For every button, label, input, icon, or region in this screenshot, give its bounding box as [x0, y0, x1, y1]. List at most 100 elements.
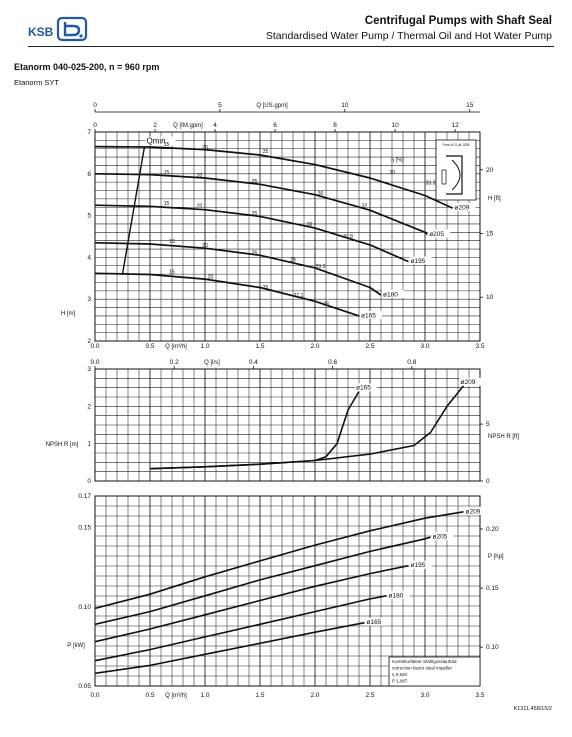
power-curve — [94, 511, 464, 610]
efficiency-mark: 30 — [389, 170, 395, 176]
x-tick-label: 1.5 — [255, 692, 264, 699]
us-gpm-tick-label: 15 — [466, 102, 474, 109]
x-tick-label: 0.5 — [145, 343, 154, 350]
x-tick-label: 3.5 — [475, 343, 484, 350]
head-curve-label: ø195 — [411, 258, 426, 265]
npsh-frame — [94, 368, 481, 482]
efficiency-mark: 20 — [197, 204, 203, 210]
x-tick-label: 2.0 — [310, 343, 319, 350]
ft-tick-label: 15 — [486, 230, 494, 237]
power-curve — [94, 564, 409, 643]
ls-tick-label: 0.2 — [170, 359, 179, 366]
power-curve — [94, 595, 387, 662]
curve-label-bg — [387, 590, 410, 599]
y-tick-label: 2 — [87, 403, 91, 410]
us-gpm-tick-label: 5 — [218, 102, 222, 109]
curve-label-bg — [428, 229, 451, 238]
efficiency-mark: 15 — [164, 201, 170, 207]
y-tick-label: 7 — [87, 129, 91, 136]
ls-tick-label: 0.4 — [249, 359, 258, 366]
im-gpm-tick-label: 12 — [451, 122, 459, 129]
head-curve-label: ø180 — [383, 292, 398, 299]
efficiency-mark: 28 — [323, 302, 329, 308]
npsh-curve — [149, 390, 360, 470]
power-frame — [94, 495, 481, 687]
correction-box-line: η 0,920 — [392, 672, 408, 677]
y-tick-label: 0.05 — [78, 683, 91, 690]
power-curve-label: ø205 — [433, 534, 448, 541]
y-tick-label: 6 — [87, 171, 91, 178]
ft-tick-label: 0 — [486, 478, 490, 485]
impeller-inset: Form A 01 dk 1526 — [435, 139, 477, 201]
ls-tick-label: 0.6 — [328, 359, 337, 366]
efficiency-mark: 30 — [307, 222, 313, 228]
qmin-line — [121, 146, 146, 275]
curve-label-bg — [382, 290, 404, 299]
efficiency-mark: 25 — [252, 251, 258, 257]
head-curve — [94, 241, 382, 296]
hp-tick-label: 0.20 — [486, 526, 499, 533]
curve-label-bg — [453, 203, 476, 212]
head-curve-label: ø165 — [361, 312, 376, 319]
efficiency-mark: 29.5 — [316, 264, 326, 270]
im-gpm-tick-label: 2 — [153, 122, 157, 129]
x-tick-label: 3.0 — [420, 692, 429, 699]
x-tick-label: 1.5 — [255, 343, 264, 350]
y-tick-label: 0.10 — [78, 604, 91, 611]
im-gpm-tick-label: 6 — [273, 122, 277, 129]
hp-tick-label: 0.10 — [486, 644, 499, 651]
correction-box-frame — [388, 656, 481, 687]
y-tick-label: 4 — [87, 254, 91, 261]
efficiency-mark: 33.3 — [426, 180, 436, 186]
im-gpm-tick-label: 0 — [93, 122, 97, 129]
efficiency-mark: 25 — [252, 179, 258, 185]
efficiency-mark: 30 — [318, 191, 324, 197]
x-tick-label: 1.0 — [200, 343, 209, 350]
ft-tick-label: 20 — [486, 167, 494, 174]
efficiency-mark: 27.1 — [294, 293, 304, 299]
y-axis-label: H [m] — [61, 311, 76, 317]
efficiency-mark: 20 — [202, 243, 208, 249]
ft-tick-label: 10 — [486, 294, 494, 301]
curve-label-bg — [409, 560, 432, 569]
efficiency-mark: 20 — [197, 173, 203, 179]
inset-label: Form A 01 dk 1526 — [443, 143, 470, 147]
power-curve — [94, 536, 431, 626]
head-curve-label: ø205 — [429, 231, 444, 238]
head-frame — [94, 131, 481, 342]
y-tick-label: 5 — [87, 213, 91, 220]
y-axis-label: P [kW] — [67, 643, 85, 649]
drawing-code: K1311.458/15/2 — [513, 706, 552, 712]
x-axis-label: Q [m³/h] — [165, 693, 187, 699]
head-curve — [94, 145, 453, 209]
head-curve — [94, 204, 409, 263]
qmin-label: Qmin — [147, 137, 166, 146]
im-gpm-axis-label: Q [IM.gpm] — [173, 123, 203, 129]
npsh-curve — [149, 385, 465, 470]
header-divider — [28, 46, 554, 47]
x-tick-label: 0.0 — [90, 343, 99, 350]
power-curve — [94, 621, 365, 675]
y-tick-label: 0.17 — [78, 493, 91, 500]
efficiency-mark: 20 — [202, 145, 208, 151]
y-tick-label: 2 — [87, 338, 91, 345]
x-tick-label: 3.5 — [475, 692, 484, 699]
y-tick-label: 3 — [87, 296, 91, 303]
correction-box-line: Korrekturfaktor Stahlgusslaufrad — [392, 659, 457, 664]
ft-tick-label: 5 — [486, 421, 490, 428]
x-tick-label: 2.5 — [365, 692, 374, 699]
curve-label-bg — [459, 377, 482, 386]
ls-tick-label: 0.0 — [90, 359, 99, 366]
curve-label-bg — [355, 383, 377, 392]
correction-box-line: P 1,087 — [392, 679, 408, 684]
us-gpm-axis-label: Q [US.gpm] — [256, 103, 288, 109]
efficiency-label: η [%] — [391, 157, 404, 163]
y-tick-label: 0 — [87, 478, 91, 485]
power-curve-label: ø195 — [411, 562, 426, 569]
npsh-curve-label: ø165 — [356, 384, 371, 391]
power-curve-label: ø180 — [389, 592, 404, 599]
efficiency-mark: 15 — [164, 142, 170, 148]
curve-label-bg — [464, 506, 487, 515]
power-curve-label: ø209 — [466, 508, 481, 515]
